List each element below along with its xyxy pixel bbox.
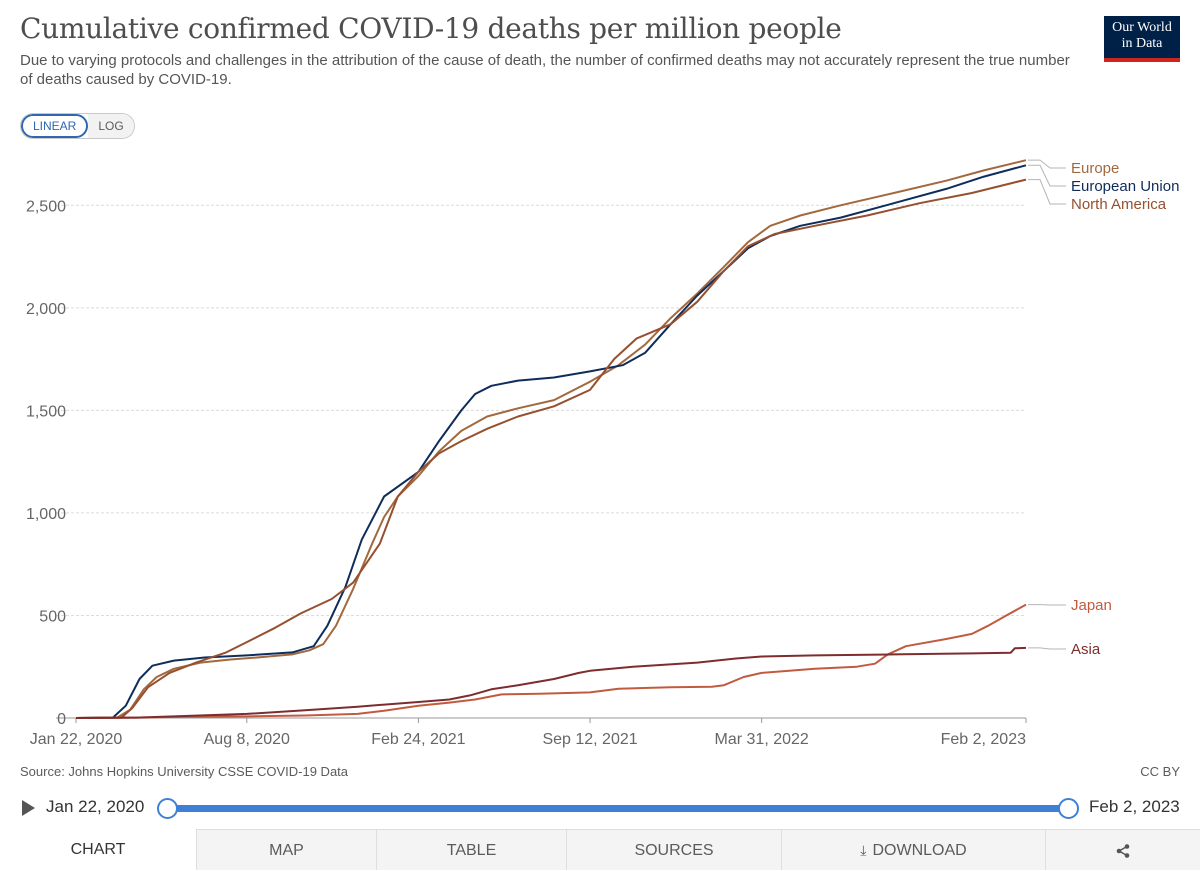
y-tick-label: 2,000	[26, 301, 66, 318]
chart-subtitle: Due to varying protocols and challenges …	[20, 51, 1080, 89]
label-connector	[1028, 180, 1066, 204]
owid-logo[interactable]: Our World in Data	[1104, 16, 1180, 62]
y-tick-label: 2,500	[26, 198, 66, 215]
play-icon[interactable]	[22, 800, 35, 816]
y-tick-label: 500	[39, 608, 66, 625]
timeline-track[interactable]	[166, 805, 1068, 812]
timeline-start-label: Jan 22, 2020	[46, 797, 144, 817]
series-label-asia: Asia	[1071, 641, 1101, 658]
tab-chart[interactable]: CHART	[0, 829, 196, 870]
label-connector	[1028, 160, 1066, 168]
download-icon: ⤓	[860, 830, 866, 871]
series-label-north-america: North America	[1071, 196, 1167, 213]
series-line-european-union	[76, 165, 1026, 718]
logo-line-1: Our World	[1104, 20, 1180, 36]
y-axis-ticks: 0 500 1,000 1,500 2,000 2,500	[26, 198, 66, 728]
series-line-europe	[76, 160, 1026, 718]
line-chart: 0 500 1,000 1,500 2,000 2,500 Jan 22, 2020 Aug…	[0, 140, 1200, 755]
scale-toggle[interactable]: LINEAR LOG	[20, 113, 135, 139]
log-scale-button[interactable]: LOG	[88, 114, 133, 138]
x-tick-label: Sep 12, 2021	[542, 731, 637, 748]
linear-scale-button[interactable]: LINEAR	[21, 114, 88, 138]
series-lines	[76, 160, 1026, 718]
share-icon	[1115, 843, 1131, 859]
timeline-end-handle[interactable]	[1058, 798, 1079, 819]
y-tick-label: 1,500	[26, 403, 66, 420]
chart-title: Cumulative confirmed COVID-19 deaths per…	[20, 12, 842, 45]
timeline-end-label: Feb 2, 2023	[1089, 797, 1180, 817]
x-tick-label: Aug 8, 2020	[204, 731, 290, 748]
tab-sources[interactable]: SOURCES	[566, 829, 781, 870]
tab-map[interactable]: MAP	[196, 829, 376, 870]
x-tick-label: Feb 2, 2023	[941, 731, 1027, 748]
tab-bar: CHART MAP TABLE SOURCES ⤓ DOWNLOAD	[0, 829, 1200, 870]
license-link[interactable]: CC BY	[1140, 764, 1180, 779]
source-note[interactable]: Source: Johns Hopkins University CSSE CO…	[20, 764, 348, 779]
timeline: Jan 22, 2020 Feb 2, 2023	[0, 790, 1200, 826]
tab-table[interactable]: TABLE	[376, 829, 566, 870]
label-connector	[1028, 648, 1066, 649]
x-tick-label: Feb 24, 2021	[371, 731, 465, 748]
timeline-start-handle[interactable]	[157, 798, 178, 819]
logo-line-2: in Data	[1104, 36, 1180, 52]
series-label-japan: Japan	[1071, 597, 1112, 614]
y-tick-label: 0	[57, 711, 66, 728]
grid-lines	[56, 205, 1026, 718]
x-tick-label: Jan 22, 2020	[30, 731, 123, 748]
series-line-north-america	[76, 180, 1026, 718]
x-tick-label: Mar 31, 2022	[715, 731, 809, 748]
x-axis: Jan 22, 2020 Aug 8, 2020 Feb 24, 2021 Sep 1…	[30, 718, 1026, 748]
tab-download[interactable]: ⤓ DOWNLOAD	[781, 829, 1045, 870]
tab-download-label: DOWNLOAD	[872, 842, 966, 859]
series-label-european-union: European Union	[1071, 178, 1179, 195]
tab-share[interactable]	[1045, 829, 1200, 870]
y-tick-label: 1,000	[26, 506, 66, 523]
series-label-europe: Europe	[1071, 160, 1119, 177]
